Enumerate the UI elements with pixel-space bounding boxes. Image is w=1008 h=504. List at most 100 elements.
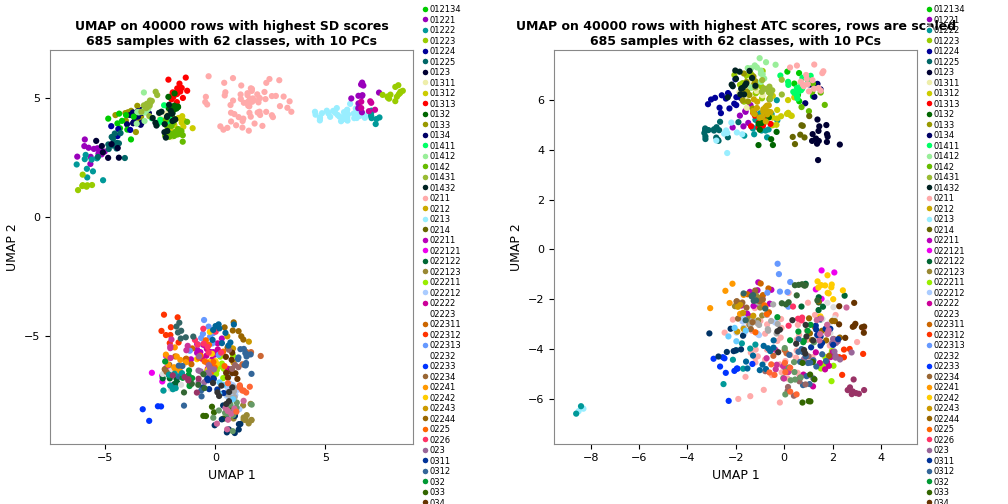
Point	[166, 89, 182, 97]
Point	[223, 109, 239, 117]
Point	[233, 95, 249, 103]
Point	[207, 363, 223, 371]
Point	[750, 122, 766, 131]
Point	[773, 315, 789, 323]
Point	[223, 410, 239, 418]
Point	[832, 302, 848, 310]
Point	[258, 79, 274, 87]
Point	[774, 299, 790, 307]
Point	[801, 380, 817, 388]
Point	[813, 267, 830, 275]
Point	[750, 317, 766, 325]
Point	[805, 383, 822, 391]
Point	[790, 88, 806, 96]
Point	[225, 345, 241, 353]
Point	[824, 283, 840, 291]
Point	[172, 84, 188, 92]
Point	[807, 285, 824, 293]
Point	[186, 336, 203, 344]
Point	[856, 323, 872, 331]
Point	[355, 82, 371, 90]
Point	[226, 405, 242, 413]
Point	[158, 352, 174, 360]
Point	[162, 121, 178, 130]
Point	[782, 336, 798, 344]
Point	[739, 290, 755, 298]
Point	[814, 315, 831, 323]
Point	[739, 303, 755, 311]
Point	[205, 379, 221, 387]
Point	[780, 289, 796, 297]
Point	[191, 366, 207, 374]
Point	[196, 341, 212, 349]
Point	[220, 373, 236, 382]
Point	[199, 367, 215, 375]
Point	[736, 325, 752, 333]
Point	[380, 94, 396, 102]
Point	[153, 108, 169, 116]
Point	[765, 336, 781, 344]
Point	[164, 382, 180, 390]
Point	[220, 390, 236, 398]
Point	[126, 112, 142, 120]
Point	[749, 329, 765, 337]
Point	[271, 76, 287, 84]
Point	[218, 404, 234, 412]
Point	[133, 121, 149, 129]
Title: UMAP on 40000 rows with highest ATC scores, rows are scaled
685 samples with 62 : UMAP on 40000 rows with highest ATC scor…	[516, 20, 956, 48]
Point	[200, 374, 216, 383]
Point	[786, 368, 802, 376]
Point	[159, 127, 175, 135]
Point	[745, 352, 761, 360]
Point	[162, 367, 178, 375]
Point	[844, 390, 860, 398]
Point	[202, 358, 218, 366]
Point	[92, 150, 108, 158]
Point	[183, 380, 200, 388]
Point	[795, 338, 811, 346]
Point	[736, 122, 752, 131]
Point	[200, 343, 216, 351]
Point	[166, 116, 182, 124]
Point	[215, 348, 231, 356]
Point	[763, 317, 779, 325]
Point	[763, 87, 779, 95]
Point	[225, 411, 241, 419]
Point	[368, 120, 384, 128]
Point	[361, 107, 377, 115]
Point	[573, 402, 589, 410]
Point	[180, 376, 197, 385]
Point	[805, 92, 822, 100]
Point	[698, 124, 714, 133]
Point	[758, 85, 774, 93]
Point	[205, 339, 221, 347]
Point	[832, 355, 848, 363]
Point	[162, 331, 178, 339]
Point	[211, 406, 227, 414]
Point	[169, 90, 185, 98]
Point	[223, 339, 239, 347]
Point	[765, 344, 781, 352]
Point	[160, 113, 176, 121]
Point	[812, 85, 829, 93]
Point	[225, 404, 241, 412]
Point	[212, 379, 228, 387]
Title: UMAP on 40000 rows with highest SD scores
685 samples with 62 classes, with 10 P: UMAP on 40000 rows with highest SD score…	[75, 20, 389, 48]
Point	[757, 116, 773, 124]
Point	[736, 88, 752, 96]
Point	[569, 410, 585, 418]
Point	[346, 109, 362, 117]
Point	[769, 313, 785, 321]
Point	[183, 360, 200, 368]
Point	[830, 337, 846, 345]
Point	[729, 297, 745, 305]
Point	[789, 94, 805, 102]
Point	[718, 287, 734, 295]
Point	[196, 340, 212, 348]
Point	[800, 397, 816, 405]
Point	[759, 289, 775, 297]
Point	[107, 132, 123, 140]
Point	[163, 112, 179, 120]
Point	[762, 108, 778, 116]
Point	[709, 123, 725, 131]
